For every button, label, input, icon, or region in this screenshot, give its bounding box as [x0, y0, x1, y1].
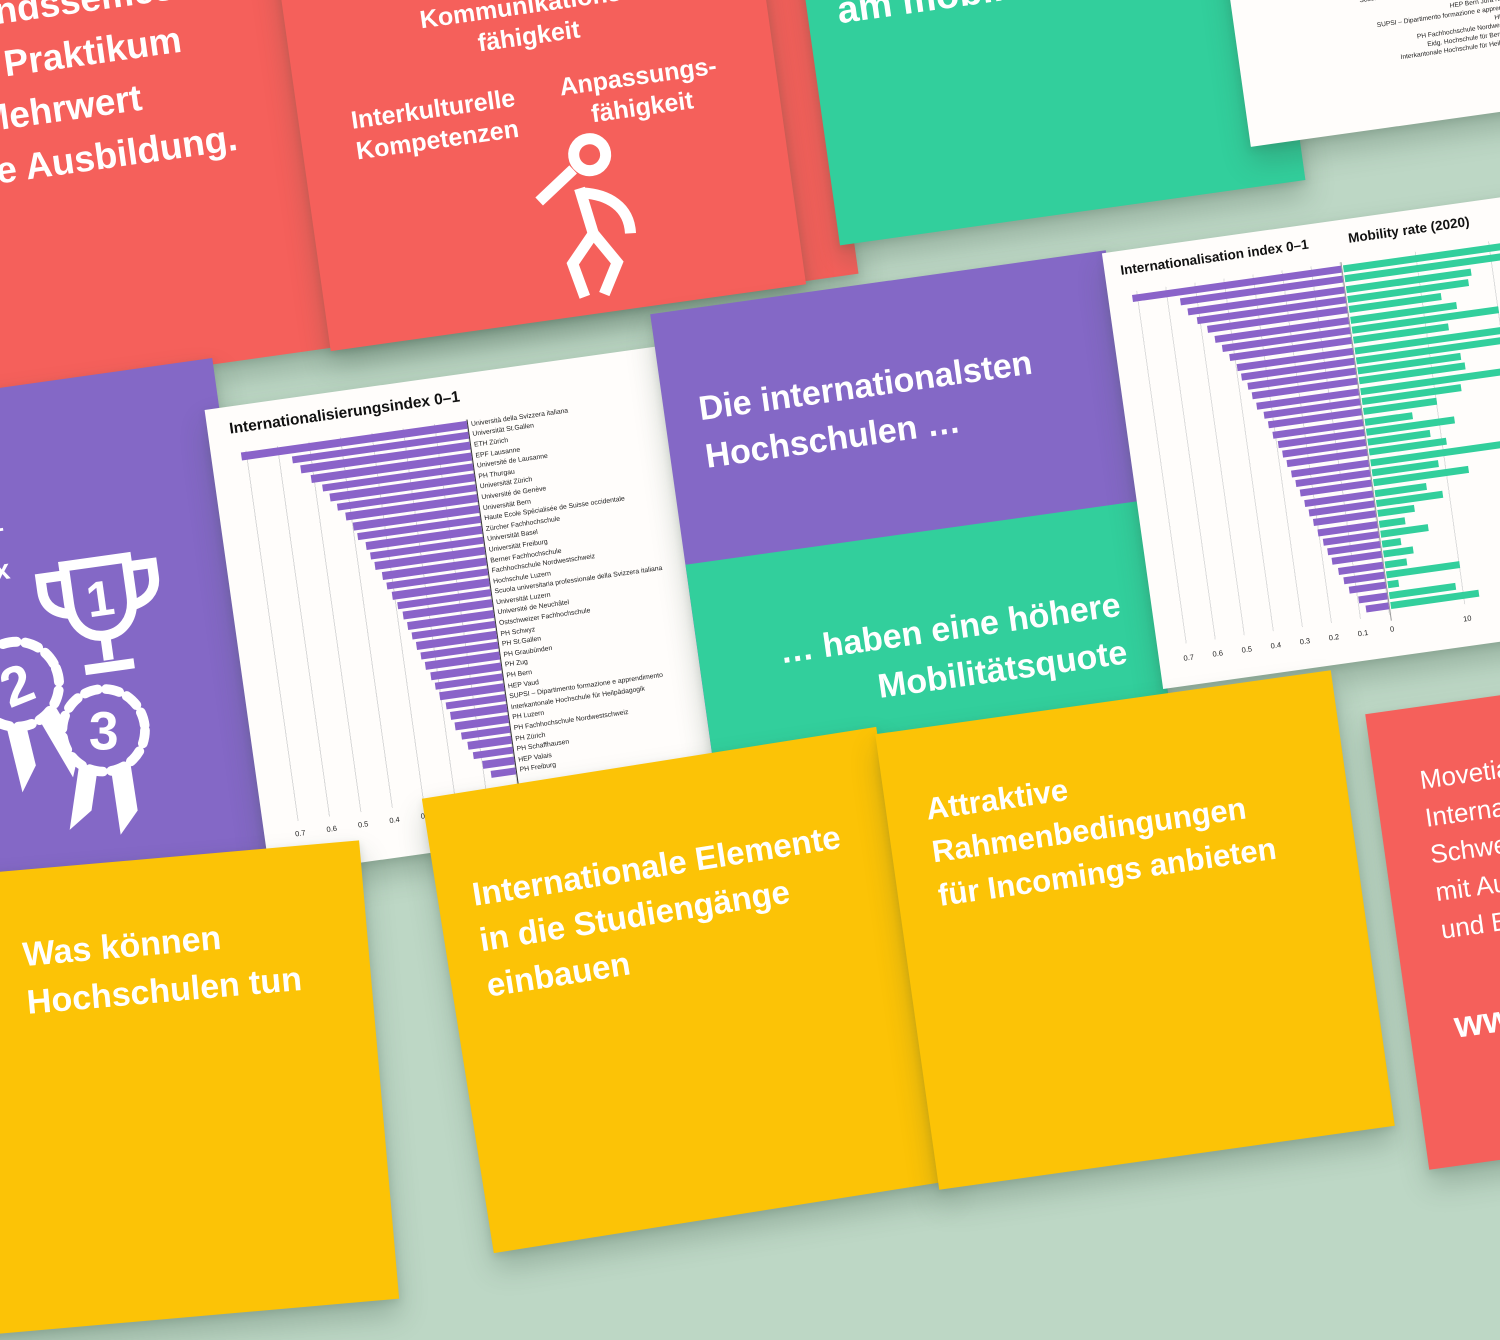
- tick-label: 0.7: [294, 828, 307, 839]
- skill-anpassung: Anpassungs- fähigkeit: [557, 51, 719, 129]
- tick-label: 0.7: [1182, 652, 1195, 663]
- mobility-ci-chart: UnivUniversität BaselUniversité de Neuch…: [1228, 0, 1500, 84]
- tick-label: 0.6: [325, 823, 338, 835]
- card-ranking-trophies: – x 1 2 3: [0, 358, 293, 1002]
- mobility-bar: [1387, 580, 1400, 589]
- tick-label: 0.5: [357, 819, 369, 830]
- row-label: PH Freiburg: [519, 761, 557, 774]
- mobile-text: am mobilsten: [834, 0, 1084, 38]
- card-internationale-elemente: Internationale Elemente in die Studiengä…: [421, 726, 949, 1254]
- index-bar: [490, 767, 517, 779]
- card-statement: Die internationalsten Hochschulen … … ha…: [650, 250, 1170, 770]
- rank-3-label: 3: [89, 703, 119, 762]
- question-text: Was können Hochschulen tun: [21, 918, 304, 1022]
- tick-label: 0.5: [1240, 644, 1253, 655]
- elements-text: Internationale Elemente in die Studiengä…: [469, 818, 844, 1005]
- tick-label: 0.1: [1357, 628, 1369, 639]
- card-kompetenzen: Kommunikations- fähigkeit Interkulturell…: [263, 0, 807, 352]
- tick-label: 0.3: [1299, 636, 1311, 647]
- tick-label: 10: [1462, 613, 1473, 624]
- index-bar: [1365, 602, 1390, 613]
- butterfly-chart: [1123, 225, 1500, 642]
- rosette-3-icon: 3: [57, 684, 150, 835]
- card-index-mobility-chart: Internationalisation index 0–1 Mobility …: [1101, 180, 1500, 690]
- tick-label: 0.4: [388, 814, 401, 826]
- card-incomings: Attraktive Rahmenbedingungen für Incomin…: [875, 670, 1395, 1190]
- tick-label: 0.6: [1211, 648, 1224, 659]
- tick-label: 0.2: [1328, 632, 1340, 643]
- offer-text: landssemester n Praktikum Mehrwert le Au…: [0, 0, 240, 193]
- movetia-text: Movetia un Internatio Schweizer mit Ausl…: [1417, 752, 1500, 945]
- dancing-person-icon: [535, 133, 637, 299]
- statement-top-text: Die internationalsten Hochschulen …: [696, 343, 1035, 476]
- movetia-url: www: [1451, 993, 1500, 1046]
- incomings-text: Attraktive Rahmenbedingungen für Incomin…: [923, 772, 1279, 913]
- rank-1-label: 1: [83, 570, 118, 628]
- trophy-text-fragment: – x: [0, 511, 12, 587]
- card-was-koennen: Was können Hochschulen tun: [0, 840, 400, 1340]
- tick-label: 0: [1389, 624, 1395, 634]
- card-mobility-ci-chart: UnivUniversität BaselUniversité de Neuch…: [1223, 0, 1500, 147]
- tick-label: 0.4: [1270, 640, 1282, 651]
- index-chart: Università della Svizzera italiana Univer…: [231, 391, 719, 809]
- card-am-mobilsten: am mobilsten: [774, 0, 1306, 246]
- trophy-icon: 1: [34, 551, 160, 676]
- chart-title-right: Mobility rate (2020): [1347, 213, 1471, 246]
